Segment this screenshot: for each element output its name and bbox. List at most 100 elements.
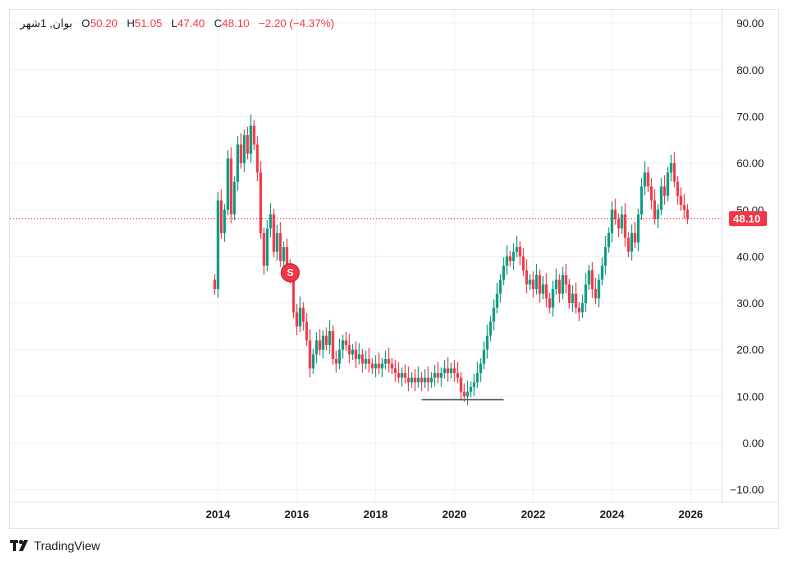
candle-body [226,158,230,210]
candle-body [407,377,410,383]
candle-body [361,354,364,364]
candle-body [479,363,482,374]
candle-body [627,237,630,252]
candle-body [439,373,443,378]
candle-body [633,233,637,243]
candle-body [679,195,683,206]
candle-body [587,270,591,285]
candle-body [492,307,496,322]
candle-body [239,144,243,164]
time-axis[interactable]: 2014 2016 2018 2020 2022 2024 2026 [10,501,778,521]
candle-body [508,256,512,262]
candle-body [686,209,689,219]
y-tick-label: 0.00 [743,438,764,450]
candle-body [325,335,328,346]
candle-body [295,312,299,327]
sell-signal-circle[interactable] [280,263,300,283]
candle-body [515,247,519,252]
low-label: L [171,18,178,30]
candle-body [344,340,348,346]
candle-body [636,214,640,243]
x-tick-label: 2022 [521,509,545,521]
tradingview-logo-icon [10,540,28,551]
close-value: 48.10 [221,18,250,30]
chart-frame[interactable] [9,9,779,529]
candle-body [656,209,660,220]
x-tick-label: 2014 [206,509,231,521]
candle-body [577,307,581,313]
candle-body [321,335,325,350]
candle-body [367,359,371,364]
candle-body [302,307,305,322]
candle-body [584,284,588,304]
candle-body [499,279,502,294]
candle-body [354,349,358,360]
candle-body [561,275,565,294]
candle-body [348,345,351,355]
y-tick-label: 80.00 [736,65,764,77]
candle-body [502,265,505,280]
sell-signal-label: S [287,268,294,279]
candle-body [410,377,414,383]
candle-body [466,391,469,397]
candle-body [623,214,627,238]
candle-body [357,354,361,360]
candle-body [318,340,322,350]
tradingview-logo[interactable]: TradingView [10,539,100,553]
candle-body [456,373,459,378]
candle-body [459,377,463,392]
candle-body [531,279,535,290]
grid-lines [10,10,722,502]
candle-body [420,377,423,383]
brand-name: TradingView [34,539,101,553]
candle-body [505,256,509,266]
candle-body [535,275,538,290]
candle-body [436,373,440,378]
candle-body [564,275,568,285]
candle-body [216,200,220,290]
candle-body [308,340,312,369]
candle-body [377,363,381,369]
candle-body [653,200,656,220]
candle-body [275,233,279,252]
candle-body [518,247,522,257]
candle-body [364,359,368,364]
candle-body [610,209,614,234]
candle-body [311,354,315,369]
candle-body [446,368,450,374]
candle-body [256,144,259,173]
candle-body [522,256,525,271]
candle-body [262,233,266,266]
y-tick-label: 10.00 [736,391,764,403]
symbol-label[interactable]: بوان, 1شهر [20,18,73,30]
candle-body [568,284,571,304]
candle-body [242,135,246,164]
candle-body [538,275,542,294]
last-price-tag-bg [729,211,767,227]
candle-body [453,368,456,374]
candle-body [282,247,285,262]
candle-body [574,293,578,308]
high-value: 51.05 [134,18,163,30]
candle-body [617,219,620,229]
candle-body [426,377,430,383]
price-axis[interactable]: 90.0080.0070.0060.0050.0040.0030.0020.00… [721,10,764,502]
sell-signal[interactable]: S [280,263,300,283]
candle-body [630,233,633,252]
candle-body [669,163,673,173]
y-tick-label: 20.00 [736,345,764,357]
x-tick-label: 2018 [363,509,387,521]
last-price-tag-text: 48.10 [733,214,761,226]
candle-body [482,349,486,364]
y-tick-label: 40.00 [736,251,764,263]
candle-body [374,363,377,369]
candle-body [269,214,272,229]
candle-body [495,293,499,308]
candle-body [591,270,594,290]
candle-body [403,373,407,378]
candle-body [607,233,611,248]
candle-body [462,391,466,397]
candle-body [650,186,653,201]
candle-body [390,363,394,369]
